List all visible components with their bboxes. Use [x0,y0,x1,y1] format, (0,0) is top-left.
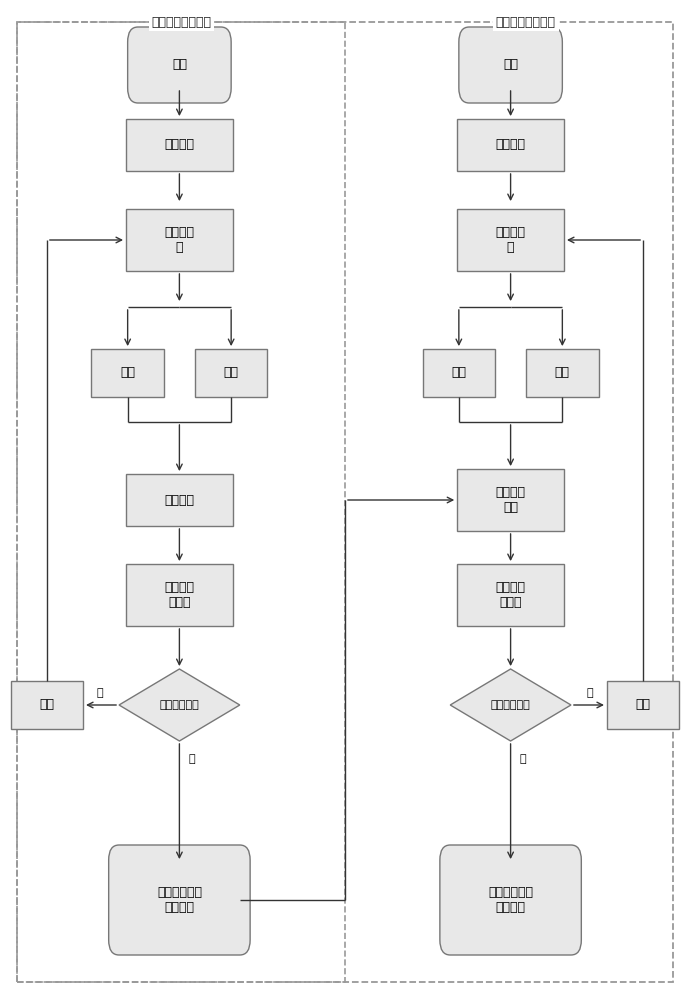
Text: 个体适应
度评价: 个体适应 度评价 [495,581,526,609]
Text: 变异: 变异 [224,366,239,379]
Text: 参数编码: 参数编码 [495,138,526,151]
Polygon shape [450,669,571,741]
Text: 输出控制系统
最优参数: 输出控制系统 最优参数 [488,886,533,914]
Text: 受控系统: 受控系统 [164,493,195,506]
Text: 满足终止条件: 满足终止条件 [159,700,199,710]
Text: 选择: 选择 [635,698,651,712]
FancyBboxPatch shape [109,845,250,955]
Text: 否: 否 [97,688,103,698]
Text: 开始: 开始 [503,58,518,72]
Text: 满足终止条件: 满足终止条件 [491,700,531,710]
Bar [126,564,233,626]
Text: 选择: 选择 [39,698,55,712]
Bar [126,474,233,526]
FancyBboxPatch shape [440,845,581,955]
Bar [126,209,233,271]
Text: 变异: 变异 [555,366,570,379]
Bar [457,119,564,171]
Text: 是: 是 [520,754,526,764]
Bar [457,469,564,531]
Text: 否: 否 [587,688,593,698]
FancyBboxPatch shape [128,27,231,103]
Text: 耦合双稳
系统: 耦合双稳 系统 [495,486,526,514]
Bar [17,22,345,982]
Bar [11,681,83,729]
Polygon shape [119,669,240,741]
Bar [526,349,599,397]
Text: 输出受控系统
最优参数: 输出受控系统 最优参数 [157,886,202,914]
Bar [607,681,680,729]
Text: 参数编码: 参数编码 [164,138,195,151]
Text: 交叉: 交叉 [120,366,135,379]
Text: 种群初始
化: 种群初始 化 [495,226,526,254]
Bar [91,349,164,397]
Text: 调节受控系统参数: 调节受控系统参数 [152,15,211,28]
Bar [422,349,495,397]
Text: 个体适应
度评价: 个体适应 度评价 [164,581,195,609]
Bar [195,349,268,397]
Bar [457,209,564,271]
Text: 种群初始
化: 种群初始 化 [164,226,195,254]
Text: 交叉: 交叉 [451,366,466,379]
Text: 调节控制系统参数: 调节控制系统参数 [496,15,555,28]
Text: 是: 是 [188,754,195,764]
Bar [457,564,564,626]
FancyBboxPatch shape [459,27,562,103]
Bar [126,119,233,171]
Text: 开始: 开始 [172,58,187,72]
